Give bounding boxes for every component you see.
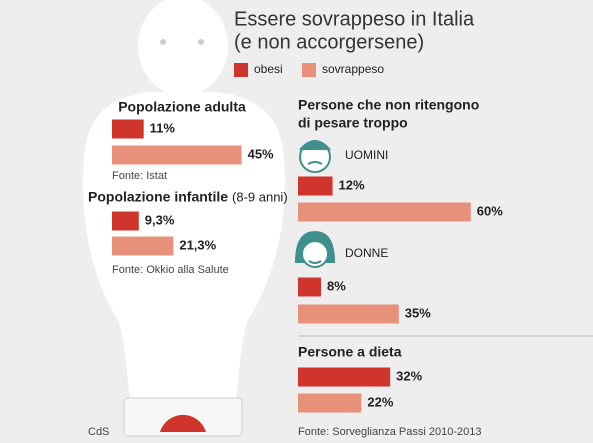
- value-label: 8%: [327, 278, 346, 293]
- bar: [112, 211, 139, 231]
- silhouette: [82, 0, 286, 437]
- value-label: 12%: [339, 177, 365, 192]
- bar: [298, 202, 471, 222]
- eye: [160, 39, 166, 45]
- category-label: UOMINI: [345, 148, 388, 162]
- panel-title: Popolazione adulta: [118, 99, 246, 115]
- source: Fonte: Istat: [112, 170, 167, 182]
- value-label: 11%: [150, 120, 176, 135]
- eye: [198, 39, 204, 45]
- face-man: [299, 140, 331, 173]
- source: Fonte: Sorveglianza Passi 2010-2013: [298, 426, 481, 438]
- value-label: 32%: [396, 368, 422, 383]
- bar: [298, 304, 399, 324]
- bar: [112, 119, 144, 139]
- title: (e non accorgersene): [234, 31, 424, 53]
- bar: [298, 367, 391, 387]
- panel-title: Popolazione infantile: [88, 189, 228, 205]
- value-label: 60%: [477, 203, 503, 218]
- bar: [112, 145, 242, 165]
- legend-swatch: [302, 63, 316, 77]
- panel-title: Persone che non ritengono: [298, 97, 479, 113]
- credit: CdS: [88, 426, 109, 438]
- bar: [298, 393, 362, 413]
- category-label: DONNE: [345, 246, 388, 260]
- face-woman: [294, 230, 336, 268]
- value-label: 35%: [405, 305, 431, 320]
- title: Essere sovrappeso in Italia: [234, 8, 475, 30]
- legend-label: sovrappeso: [322, 62, 384, 76]
- value-label: 21,3%: [179, 237, 216, 252]
- source: Fonte: Okkio alla Salute: [112, 264, 229, 276]
- value-label: 45%: [248, 146, 274, 161]
- bar: [112, 236, 174, 256]
- value-label: 9,3%: [145, 212, 175, 227]
- panel-title: di pesare troppo: [298, 115, 408, 131]
- legend-swatch: [234, 63, 248, 77]
- legend-label: obesi: [254, 62, 283, 76]
- panel-title: Persone a dieta: [298, 344, 402, 360]
- panel-subtitle: (8-9 anni): [232, 189, 288, 204]
- value-label: 22%: [367, 394, 393, 409]
- bar: [298, 277, 322, 297]
- bar: [298, 176, 333, 196]
